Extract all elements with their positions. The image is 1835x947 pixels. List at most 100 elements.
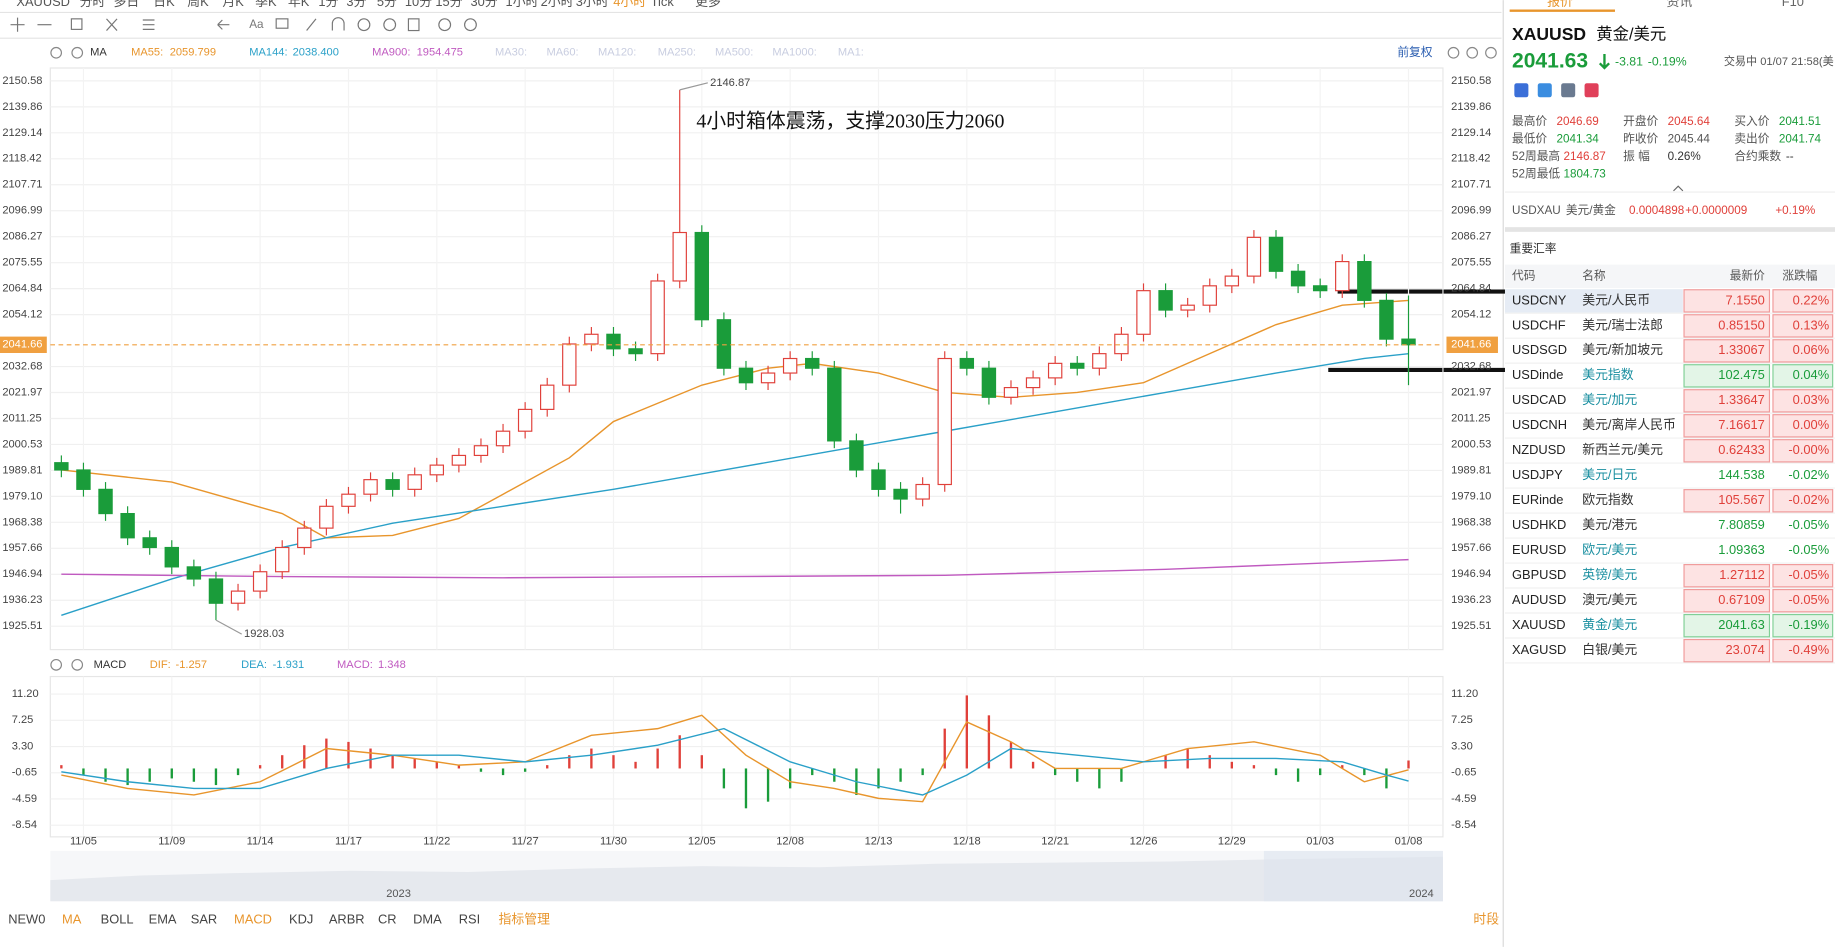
y-tick-label: 1979.10 [2, 490, 42, 502]
indicator-tab[interactable]: RSI [459, 911, 480, 926]
period-tab[interactable]: 30分 [470, 0, 497, 9]
pair-field: 0.0004898 [1629, 204, 1684, 217]
row-code[interactable]: USDSGD [1512, 342, 1567, 357]
row-change: -0.02% [1788, 492, 1829, 507]
price-flash [1683, 638, 1771, 663]
marker-leader [679, 82, 708, 91]
period-tab[interactable]: 5分 [377, 0, 397, 9]
period-tab[interactable]: 10分 [405, 0, 432, 9]
indicator-tab[interactable]: NEW0 [8, 911, 45, 926]
x-tick-label: 11/14 [247, 835, 274, 847]
legend-value: -1.257 [176, 659, 208, 671]
navigator-area [50, 856, 1443, 902]
row-name: 美元/新加坡元 [1582, 342, 1663, 357]
candle-body [473, 445, 489, 457]
period-button[interactable]: 时段 [1473, 911, 1499, 926]
panel-tab[interactable]: 资讯 [1666, 0, 1692, 9]
panel-tab[interactable]: F10 [1782, 0, 1804, 9]
adjust-toggle[interactable]: 前复权 [1397, 45, 1432, 59]
panel-tab[interactable]: 报价 [1547, 0, 1573, 9]
quote-icons[interactable] [1514, 83, 1599, 98]
candle-body [606, 333, 621, 350]
indicator-tab[interactable]: CR [378, 911, 397, 926]
candle-body [319, 505, 334, 529]
row-code[interactable]: NZDUSD [1512, 442, 1566, 457]
period-tab[interactable]: XAUUSD [16, 0, 70, 9]
y-tick-label: -8.54 [12, 819, 37, 831]
period-tab[interactable]: 2小时 [541, 0, 574, 9]
row-name: 欧元指数 [1582, 492, 1634, 507]
period-tab[interactable]: 更多 [695, 0, 721, 9]
table-header: 涨跌幅 [1782, 268, 1817, 282]
row-code[interactable]: GBPUSD [1512, 567, 1566, 582]
period-tab[interactable]: 多日 [114, 0, 140, 9]
period-tab[interactable]: 年K [288, 0, 310, 9]
indicator-tab[interactable]: MACD [234, 911, 272, 926]
y-tick-label: 2107.71 [1451, 179, 1491, 191]
candle-body [208, 578, 224, 604]
indicator-tab[interactable]: SAR [191, 911, 217, 926]
row-code[interactable]: USDCAD [1512, 392, 1566, 407]
period-tab[interactable]: 周K [187, 0, 209, 9]
y-tick-label: 11.20 [1451, 688, 1478, 700]
candle-body [562, 343, 577, 386]
candle-body [738, 367, 754, 384]
collapse-arrow[interactable] [1673, 185, 1684, 192]
candle-body [871, 469, 886, 490]
row-code[interactable]: XAUUSD [1512, 617, 1566, 632]
legend-label-inactive: MA30: [495, 47, 527, 59]
row-code[interactable]: USDJPY [1512, 467, 1563, 482]
candle-body [98, 488, 113, 515]
period-tab[interactable]: 月K [222, 0, 244, 9]
y-tick-label: 2064.84 [2, 283, 42, 295]
navigator-window[interactable] [1263, 850, 1443, 902]
period-tab[interactable]: 1小时 [506, 0, 539, 9]
legend-label: MA900: [372, 47, 410, 59]
row-code[interactable]: AUDUSD [1512, 592, 1566, 607]
legend-label-inactive: MA120: [598, 47, 636, 59]
row-code[interactable]: USDHKD [1512, 517, 1566, 532]
period-tab[interactable]: Tick [651, 0, 675, 9]
row-code[interactable]: USDCHF [1512, 317, 1566, 332]
row-code[interactable]: USDCNY [1512, 292, 1567, 307]
period-tab[interactable]: 季K [255, 0, 277, 9]
macd-bar [236, 768, 240, 776]
period-tab[interactable]: 分时 [80, 0, 106, 9]
period-tab[interactable]: 15分 [435, 0, 462, 9]
row-code[interactable]: USDinde [1512, 367, 1563, 382]
marker-leader [215, 619, 242, 635]
period-tab[interactable]: 日K [153, 0, 175, 9]
stat-value: 2146.87 [1563, 150, 1605, 163]
indicator-tab[interactable]: KDJ [289, 911, 313, 926]
row-price: 7.1550 [1725, 292, 1764, 307]
indicator-tab[interactable]: ARBR [329, 911, 365, 926]
macd-bar [744, 768, 748, 809]
row-price: 1.09363 [1718, 542, 1764, 557]
period-tab[interactable]: 3分 [346, 0, 366, 9]
row-change: 0.03% [1793, 392, 1829, 407]
row-price: 105.567 [1718, 492, 1764, 507]
indicator-tab[interactable]: MA [62, 911, 82, 926]
indicator-tab[interactable]: EMA [149, 911, 177, 926]
indicator-tab[interactable]: DMA [413, 911, 442, 926]
drawing-tools[interactable]: Aa [10, 17, 477, 32]
macd-bar [678, 735, 681, 769]
price-change-pct: -0.19% [1648, 54, 1687, 68]
chart-settings-icons[interactable] [50, 46, 1497, 671]
row-code[interactable]: XAGUSD [1512, 642, 1566, 657]
period-tab[interactable]: 3小时 [576, 0, 609, 9]
legend-value: 1.348 [378, 659, 406, 671]
period-tab[interactable]: 1分 [318, 0, 338, 9]
price-flash [1683, 314, 1771, 338]
row-change: -0.05% [1788, 592, 1829, 607]
y-tick-label: 1925.51 [1451, 620, 1491, 632]
period-tab[interactable]: 4小时 [613, 0, 646, 9]
indicator-tab[interactable]: BOLL [101, 911, 134, 926]
row-code[interactable]: EURUSD [1512, 542, 1566, 557]
row-code[interactable]: EURinde [1512, 492, 1563, 507]
x-tick-label: 11/05 [70, 835, 97, 847]
row-change: -0.19% [1788, 617, 1829, 632]
stat-label: 最高价 [1512, 114, 1547, 128]
row-code[interactable]: USDCNH [1512, 417, 1567, 432]
indicator-manage[interactable]: 指标管理 [499, 911, 551, 926]
